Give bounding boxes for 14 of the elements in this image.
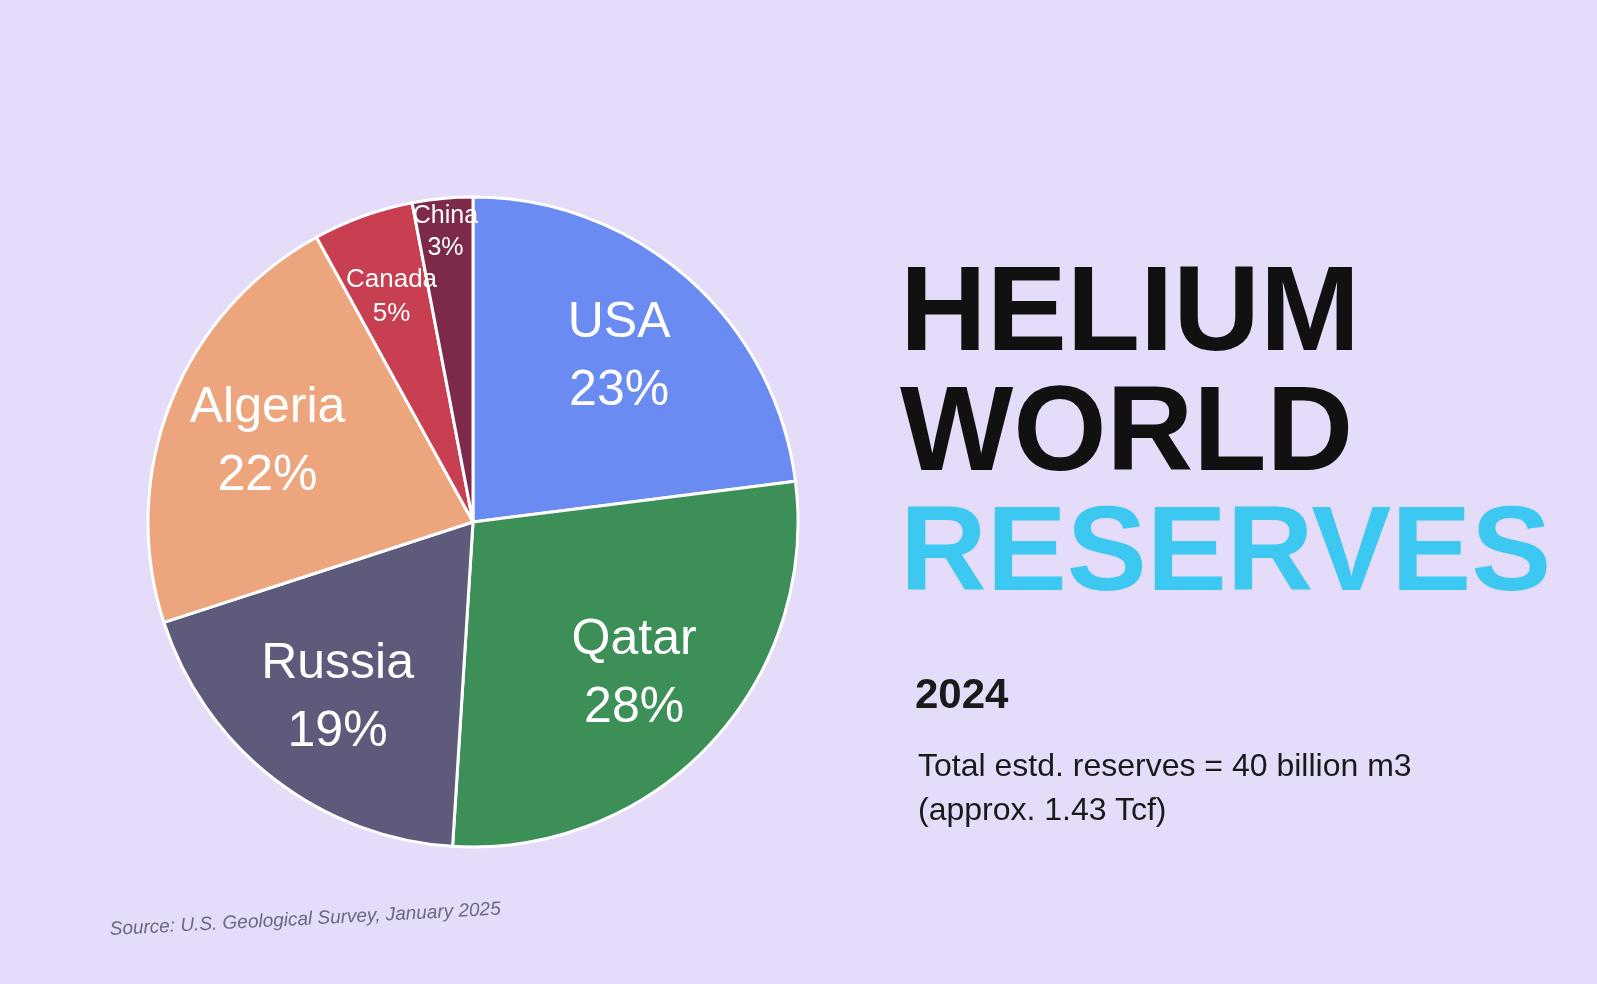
data-label: 22% (217, 444, 318, 501)
slice-label: Russia (261, 632, 415, 689)
slice-label: Algeria (189, 376, 346, 433)
data-label: 5% (372, 296, 411, 327)
slice-label: Qatar (571, 609, 697, 666)
data-label: 19% (287, 700, 388, 757)
text: HELIUM WORLD RESERVES (900, 241, 1552, 615)
source-note: Source: U.S. Geological Survey, January 2025 (109, 897, 502, 939)
data-label: 23% (569, 360, 670, 417)
text: 2024 (915, 670, 1010, 717)
data-label: 28% (584, 677, 685, 734)
text: Total estd. reserves = 40 billion m3 (approx. 1.43 Tcf) (918, 747, 1412, 827)
slice-label: USA (567, 292, 672, 349)
data-label: 3% (427, 231, 464, 260)
